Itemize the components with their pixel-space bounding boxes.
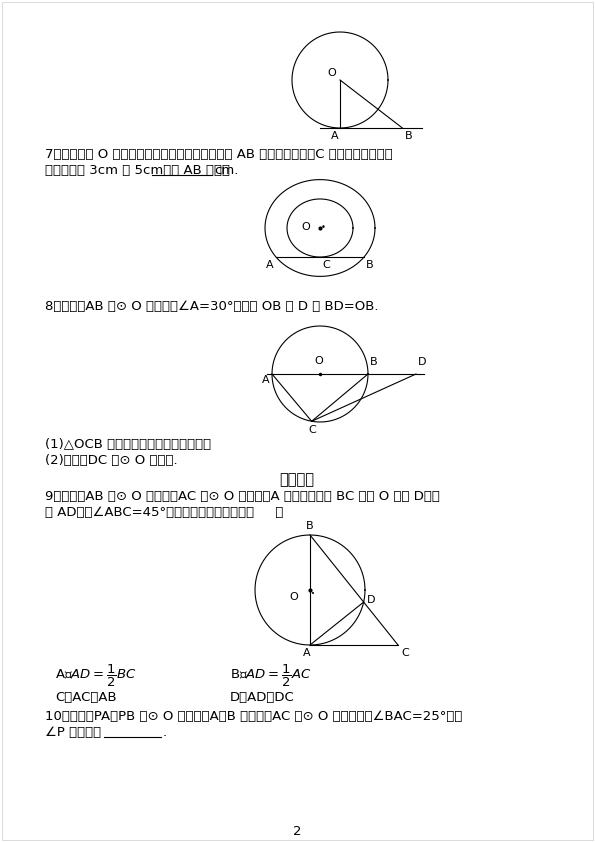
Text: 10．如图，PA、PB 是⊙ O 的切线，A、B 为切点，AC 是⊙ O 的直径，若∠BAC=25°，则: 10．如图，PA、PB 是⊙ O 的切线，A、B 为切点，AC 是⊙ O 的直径… <box>45 710 462 723</box>
Text: A: A <box>303 648 311 658</box>
Text: cm.: cm. <box>214 164 239 177</box>
Text: O: O <box>301 222 310 232</box>
Text: C: C <box>322 260 330 270</box>
Text: 半径分别为 3cm 和 5cm，则 AB 的长为: 半径分别为 3cm 和 5cm，则 AB 的长为 <box>45 164 230 177</box>
Text: A: A <box>331 131 339 141</box>
Text: B: B <box>370 357 378 367</box>
Text: O: O <box>289 592 298 602</box>
Text: 接 AD，若∠ABC=45°，则下列结论正确的是（     ）: 接 AD，若∠ABC=45°，则下列结论正确的是（ ） <box>45 506 283 519</box>
Text: O: O <box>315 356 323 366</box>
Text: A: A <box>262 375 270 385</box>
Text: D．AD＞DC: D．AD＞DC <box>230 691 295 704</box>
Text: B: B <box>306 521 314 531</box>
Text: B: B <box>366 260 374 270</box>
Text: (1)△OCB 是否是等边三角形？说明理由: (1)△OCB 是否是等边三角形？说明理由 <box>45 438 211 451</box>
Text: 能力提升: 能力提升 <box>280 472 315 487</box>
Text: B: B <box>405 131 412 141</box>
Text: •: • <box>321 222 326 232</box>
Text: D: D <box>418 357 427 367</box>
Text: 9．如图，AB 是⊙ O 的直径，AC 是⊙ O 的切线，A 为切点，连接 BC 交圆 O 于点 D，连: 9．如图，AB 是⊙ O 的直径，AC 是⊙ O 的切线，A 为切点，连接 BC… <box>45 490 440 503</box>
Text: ∠P 的度数为: ∠P 的度数为 <box>45 726 101 739</box>
Text: C: C <box>401 648 409 658</box>
Text: A: A <box>267 260 274 270</box>
Text: O: O <box>328 68 336 78</box>
Text: 7．如图，以 O 为圆心的两个同心圆中，大圆的弦 AB 是小圆的切线，C 为切点，若两圆的: 7．如图，以 O 为圆心的两个同心圆中，大圆的弦 AB 是小圆的切线，C 为切点… <box>45 148 393 161</box>
Text: C．AC＞AB: C．AC＞AB <box>55 691 117 704</box>
Text: C: C <box>309 425 317 435</box>
Text: (2)求证：DC 是⊙ O 的切线.: (2)求证：DC 是⊙ O 的切线. <box>45 454 178 467</box>
Text: .: . <box>163 726 167 739</box>
Text: B．$AD=\dfrac{1}{2}AC$: B．$AD=\dfrac{1}{2}AC$ <box>230 663 312 689</box>
Text: 8．如图，AB 是⊙ O 的直径，∠A=30°，延长 OB 到 D 使 BD=OB.: 8．如图，AB 是⊙ O 的直径，∠A=30°，延长 OB 到 D 使 BD=O… <box>45 300 378 313</box>
Text: A．$AD=\dfrac{1}{2}BC$: A．$AD=\dfrac{1}{2}BC$ <box>55 663 137 689</box>
Text: D: D <box>367 595 375 605</box>
Text: 2: 2 <box>293 825 301 838</box>
Text: •: • <box>311 591 315 597</box>
